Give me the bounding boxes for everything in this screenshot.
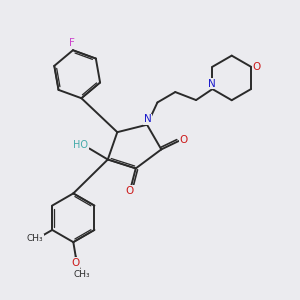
Text: F: F: [69, 38, 75, 48]
Text: CH₃: CH₃: [27, 234, 43, 243]
Text: O: O: [72, 258, 80, 268]
Text: O: O: [180, 135, 188, 145]
Text: O: O: [253, 62, 261, 72]
Text: N: N: [144, 114, 152, 124]
Text: O: O: [126, 186, 134, 196]
Text: N: N: [208, 79, 216, 89]
Text: HO: HO: [73, 140, 88, 150]
Text: CH₃: CH₃: [73, 270, 90, 279]
